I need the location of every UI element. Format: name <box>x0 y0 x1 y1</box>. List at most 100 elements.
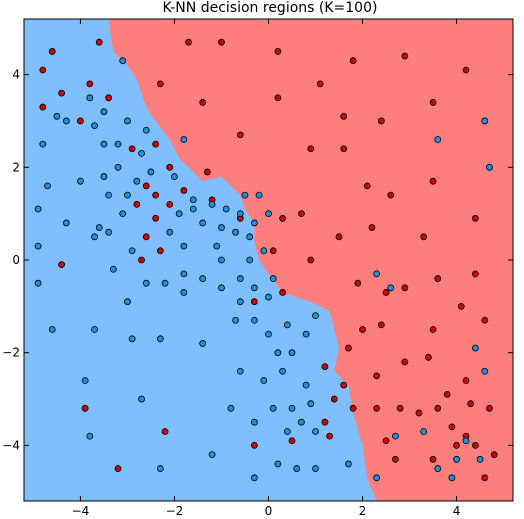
data-point-blue <box>34 205 42 213</box>
data-point-red <box>490 451 498 459</box>
data-point-blue <box>250 474 258 482</box>
data-point-red <box>401 52 409 60</box>
y-tick-label: −2 <box>2 346 20 360</box>
data-point-red <box>279 289 287 296</box>
data-point-blue <box>312 312 319 320</box>
data-point-blue <box>77 177 84 185</box>
data-point-red <box>481 474 489 482</box>
chart-title: K-NN decision regions (K=100) <box>162 0 378 16</box>
data-point-red <box>340 381 348 389</box>
data-point-blue <box>236 275 244 282</box>
data-point-blue <box>105 191 113 199</box>
data-point-blue <box>241 191 249 199</box>
data-point-blue <box>180 289 188 296</box>
data-point-red <box>133 200 141 208</box>
data-point-red <box>429 326 437 333</box>
data-point-blue <box>199 219 207 227</box>
data-point-red <box>377 117 385 125</box>
data-point-blue <box>81 377 89 384</box>
data-point-blue <box>171 173 178 180</box>
data-point-red <box>434 275 442 282</box>
data-point-blue <box>283 428 291 435</box>
data-point-red <box>401 284 409 292</box>
data-point-blue <box>250 418 258 426</box>
y-tick-label: 4 <box>12 68 20 82</box>
data-point-red <box>471 441 479 449</box>
data-point-blue <box>180 270 188 278</box>
data-point-blue <box>269 404 277 412</box>
data-point-red <box>95 38 103 46</box>
data-point-blue <box>232 228 239 236</box>
data-point-red <box>373 404 381 412</box>
data-point-blue <box>100 173 108 180</box>
x-tick-label: −2 <box>166 504 184 518</box>
data-point-blue <box>481 367 489 375</box>
data-point-blue <box>180 136 188 143</box>
data-point-blue <box>119 210 127 218</box>
data-point-red <box>457 302 465 310</box>
data-point-red <box>368 224 376 231</box>
data-point-red <box>105 94 113 102</box>
data-point-blue <box>44 182 51 190</box>
data-point-red <box>340 112 348 120</box>
data-point-blue <box>156 335 164 343</box>
data-point-red <box>429 177 437 185</box>
data-point-blue <box>236 210 244 218</box>
data-point-blue <box>100 140 108 148</box>
data-point-blue <box>91 122 98 129</box>
data-point-red <box>279 214 287 222</box>
data-point-red <box>326 432 334 440</box>
data-point-blue <box>189 205 197 213</box>
data-point-blue <box>392 432 399 440</box>
data-point-blue <box>274 460 282 468</box>
data-point-red <box>471 214 479 222</box>
data-point-red <box>152 191 160 199</box>
data-point-blue <box>175 210 183 218</box>
data-point-blue <box>250 219 258 227</box>
data-point-blue <box>471 344 479 352</box>
data-point-blue <box>213 242 221 250</box>
data-point-blue <box>39 140 47 148</box>
x-tick-label: −4 <box>72 504 90 518</box>
data-point-blue <box>481 117 489 125</box>
data-point-blue <box>293 465 301 472</box>
data-point-blue <box>133 177 141 185</box>
data-point-red <box>462 66 470 74</box>
data-point-blue <box>124 117 131 125</box>
data-point-red <box>269 247 277 255</box>
data-point-red <box>48 48 56 55</box>
data-point-blue <box>199 275 207 282</box>
data-point-blue <box>486 163 493 171</box>
data-point-blue <box>232 316 239 324</box>
data-point-blue <box>345 460 352 468</box>
data-point-red <box>373 372 381 380</box>
data-point-red <box>185 38 192 46</box>
data-point-red <box>349 57 357 65</box>
data-point-blue <box>124 298 131 306</box>
data-point-red <box>335 233 343 241</box>
data-point-red <box>218 38 225 46</box>
data-point-red <box>345 344 352 352</box>
data-point-blue <box>265 330 272 338</box>
data-point-blue <box>62 117 70 125</box>
data-point-blue <box>180 242 188 250</box>
data-point-red <box>420 233 428 241</box>
data-point-red <box>307 256 315 264</box>
data-point-red <box>354 279 362 287</box>
x-tick-label: 4 <box>453 504 461 518</box>
data-point-red <box>359 326 366 333</box>
data-point-red <box>467 400 475 408</box>
data-point-red <box>128 145 136 153</box>
data-point-red <box>236 131 244 139</box>
data-point-blue <box>156 465 164 472</box>
data-point-red <box>250 298 258 306</box>
data-point-red <box>377 321 385 329</box>
region-blue <box>24 19 377 501</box>
data-point-red <box>274 94 282 102</box>
x-tick-label: 2 <box>359 504 367 518</box>
data-point-red <box>349 404 357 412</box>
data-point-blue <box>124 191 131 199</box>
y-tick-label: 0 <box>12 253 20 267</box>
data-point-blue <box>138 395 145 403</box>
data-point-red <box>288 437 296 445</box>
